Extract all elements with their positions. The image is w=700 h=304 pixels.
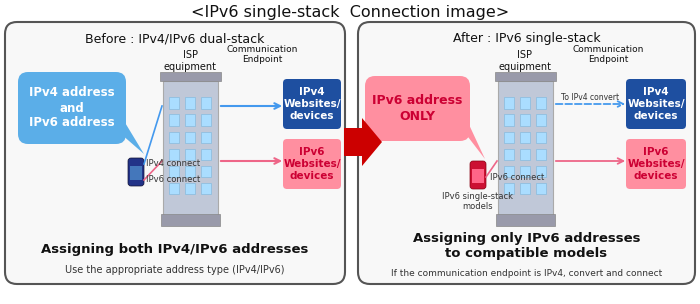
Bar bbox=[169, 149, 178, 160]
Bar bbox=[504, 97, 514, 109]
Bar bbox=[536, 132, 546, 143]
Text: IPv6 connect: IPv6 connect bbox=[490, 172, 545, 181]
Polygon shape bbox=[465, 116, 485, 159]
Bar bbox=[536, 97, 546, 109]
FancyBboxPatch shape bbox=[283, 79, 341, 129]
Text: IPv6
Websites/
devices: IPv6 Websites/ devices bbox=[284, 147, 341, 181]
Bar bbox=[185, 166, 195, 177]
Bar bbox=[494, 72, 556, 81]
Bar bbox=[504, 149, 514, 160]
Text: IPv6 single-stack
models: IPv6 single-stack models bbox=[442, 192, 514, 211]
FancyBboxPatch shape bbox=[128, 158, 144, 186]
Bar bbox=[520, 166, 530, 177]
Bar bbox=[504, 132, 514, 143]
Bar bbox=[202, 115, 211, 126]
FancyBboxPatch shape bbox=[470, 161, 486, 189]
Bar bbox=[185, 183, 195, 194]
Bar bbox=[496, 214, 554, 226]
Bar bbox=[169, 132, 178, 143]
Bar bbox=[185, 115, 195, 126]
FancyBboxPatch shape bbox=[626, 139, 686, 189]
Bar bbox=[160, 214, 220, 226]
Text: <IPv6 single-stack  Connection image>: <IPv6 single-stack Connection image> bbox=[191, 5, 509, 19]
Text: IPv4 connect: IPv4 connect bbox=[146, 160, 200, 168]
Text: IPv4
Websites/
devices: IPv4 Websites/ devices bbox=[627, 88, 685, 121]
Bar bbox=[536, 149, 546, 160]
Bar bbox=[202, 183, 211, 194]
Text: Before : IPv4/IPv6 dual-stack: Before : IPv4/IPv6 dual-stack bbox=[85, 32, 265, 45]
Text: IPv4
Websites/
devices: IPv4 Websites/ devices bbox=[284, 88, 341, 121]
Bar bbox=[169, 166, 178, 177]
Text: Use the appropriate address type (IPv4/IPv6): Use the appropriate address type (IPv4/I… bbox=[65, 265, 285, 275]
Text: After : IPv6 single-stack: After : IPv6 single-stack bbox=[453, 32, 601, 45]
Bar bbox=[504, 115, 514, 126]
Bar bbox=[202, 149, 211, 160]
Text: IPv6 connect: IPv6 connect bbox=[146, 175, 200, 185]
Bar bbox=[202, 132, 211, 143]
Bar bbox=[202, 166, 211, 177]
Bar bbox=[536, 115, 546, 126]
Bar bbox=[202, 97, 211, 109]
Bar bbox=[520, 183, 530, 194]
Bar bbox=[520, 132, 530, 143]
Bar bbox=[504, 166, 514, 177]
Text: To IPv4 convert: To IPv4 convert bbox=[561, 92, 619, 102]
Bar bbox=[536, 166, 546, 177]
Polygon shape bbox=[121, 116, 144, 154]
Bar bbox=[520, 97, 530, 109]
Polygon shape bbox=[344, 118, 382, 166]
Text: Assigning only IPv6 addresses
to compatible models: Assigning only IPv6 addresses to compati… bbox=[413, 232, 640, 260]
Text: Communication
Endpoint: Communication Endpoint bbox=[226, 45, 298, 64]
Text: If the communication endpoint is IPv4, convert and connect: If the communication endpoint is IPv4, c… bbox=[391, 270, 662, 278]
Bar bbox=[498, 81, 552, 216]
Text: ISP
equipment: ISP equipment bbox=[164, 50, 216, 72]
FancyBboxPatch shape bbox=[5, 22, 345, 284]
Bar bbox=[472, 169, 484, 183]
Bar bbox=[504, 183, 514, 194]
Bar bbox=[185, 149, 195, 160]
FancyBboxPatch shape bbox=[365, 76, 470, 141]
Bar bbox=[162, 81, 218, 216]
Bar bbox=[169, 97, 178, 109]
Bar bbox=[160, 72, 220, 81]
Bar bbox=[185, 97, 195, 109]
Text: IPv6
Websites/
devices: IPv6 Websites/ devices bbox=[627, 147, 685, 181]
FancyBboxPatch shape bbox=[18, 72, 126, 144]
Bar bbox=[520, 115, 530, 126]
Text: ISP
equipment: ISP equipment bbox=[498, 50, 552, 72]
Bar bbox=[169, 115, 178, 126]
Text: Communication
Endpoint: Communication Endpoint bbox=[573, 45, 644, 64]
Bar bbox=[130, 166, 142, 180]
Bar bbox=[169, 183, 178, 194]
Text: Assigning both IPv4/IPv6 addresses: Assigning both IPv4/IPv6 addresses bbox=[41, 243, 309, 255]
Bar bbox=[536, 183, 546, 194]
FancyBboxPatch shape bbox=[283, 139, 341, 189]
Bar bbox=[185, 132, 195, 143]
Text: IPv6 address
ONLY: IPv6 address ONLY bbox=[372, 95, 463, 123]
FancyBboxPatch shape bbox=[626, 79, 686, 129]
Text: IPv4 address
and
IPv6 address: IPv4 address and IPv6 address bbox=[29, 87, 115, 130]
FancyBboxPatch shape bbox=[358, 22, 695, 284]
Bar bbox=[520, 149, 530, 160]
